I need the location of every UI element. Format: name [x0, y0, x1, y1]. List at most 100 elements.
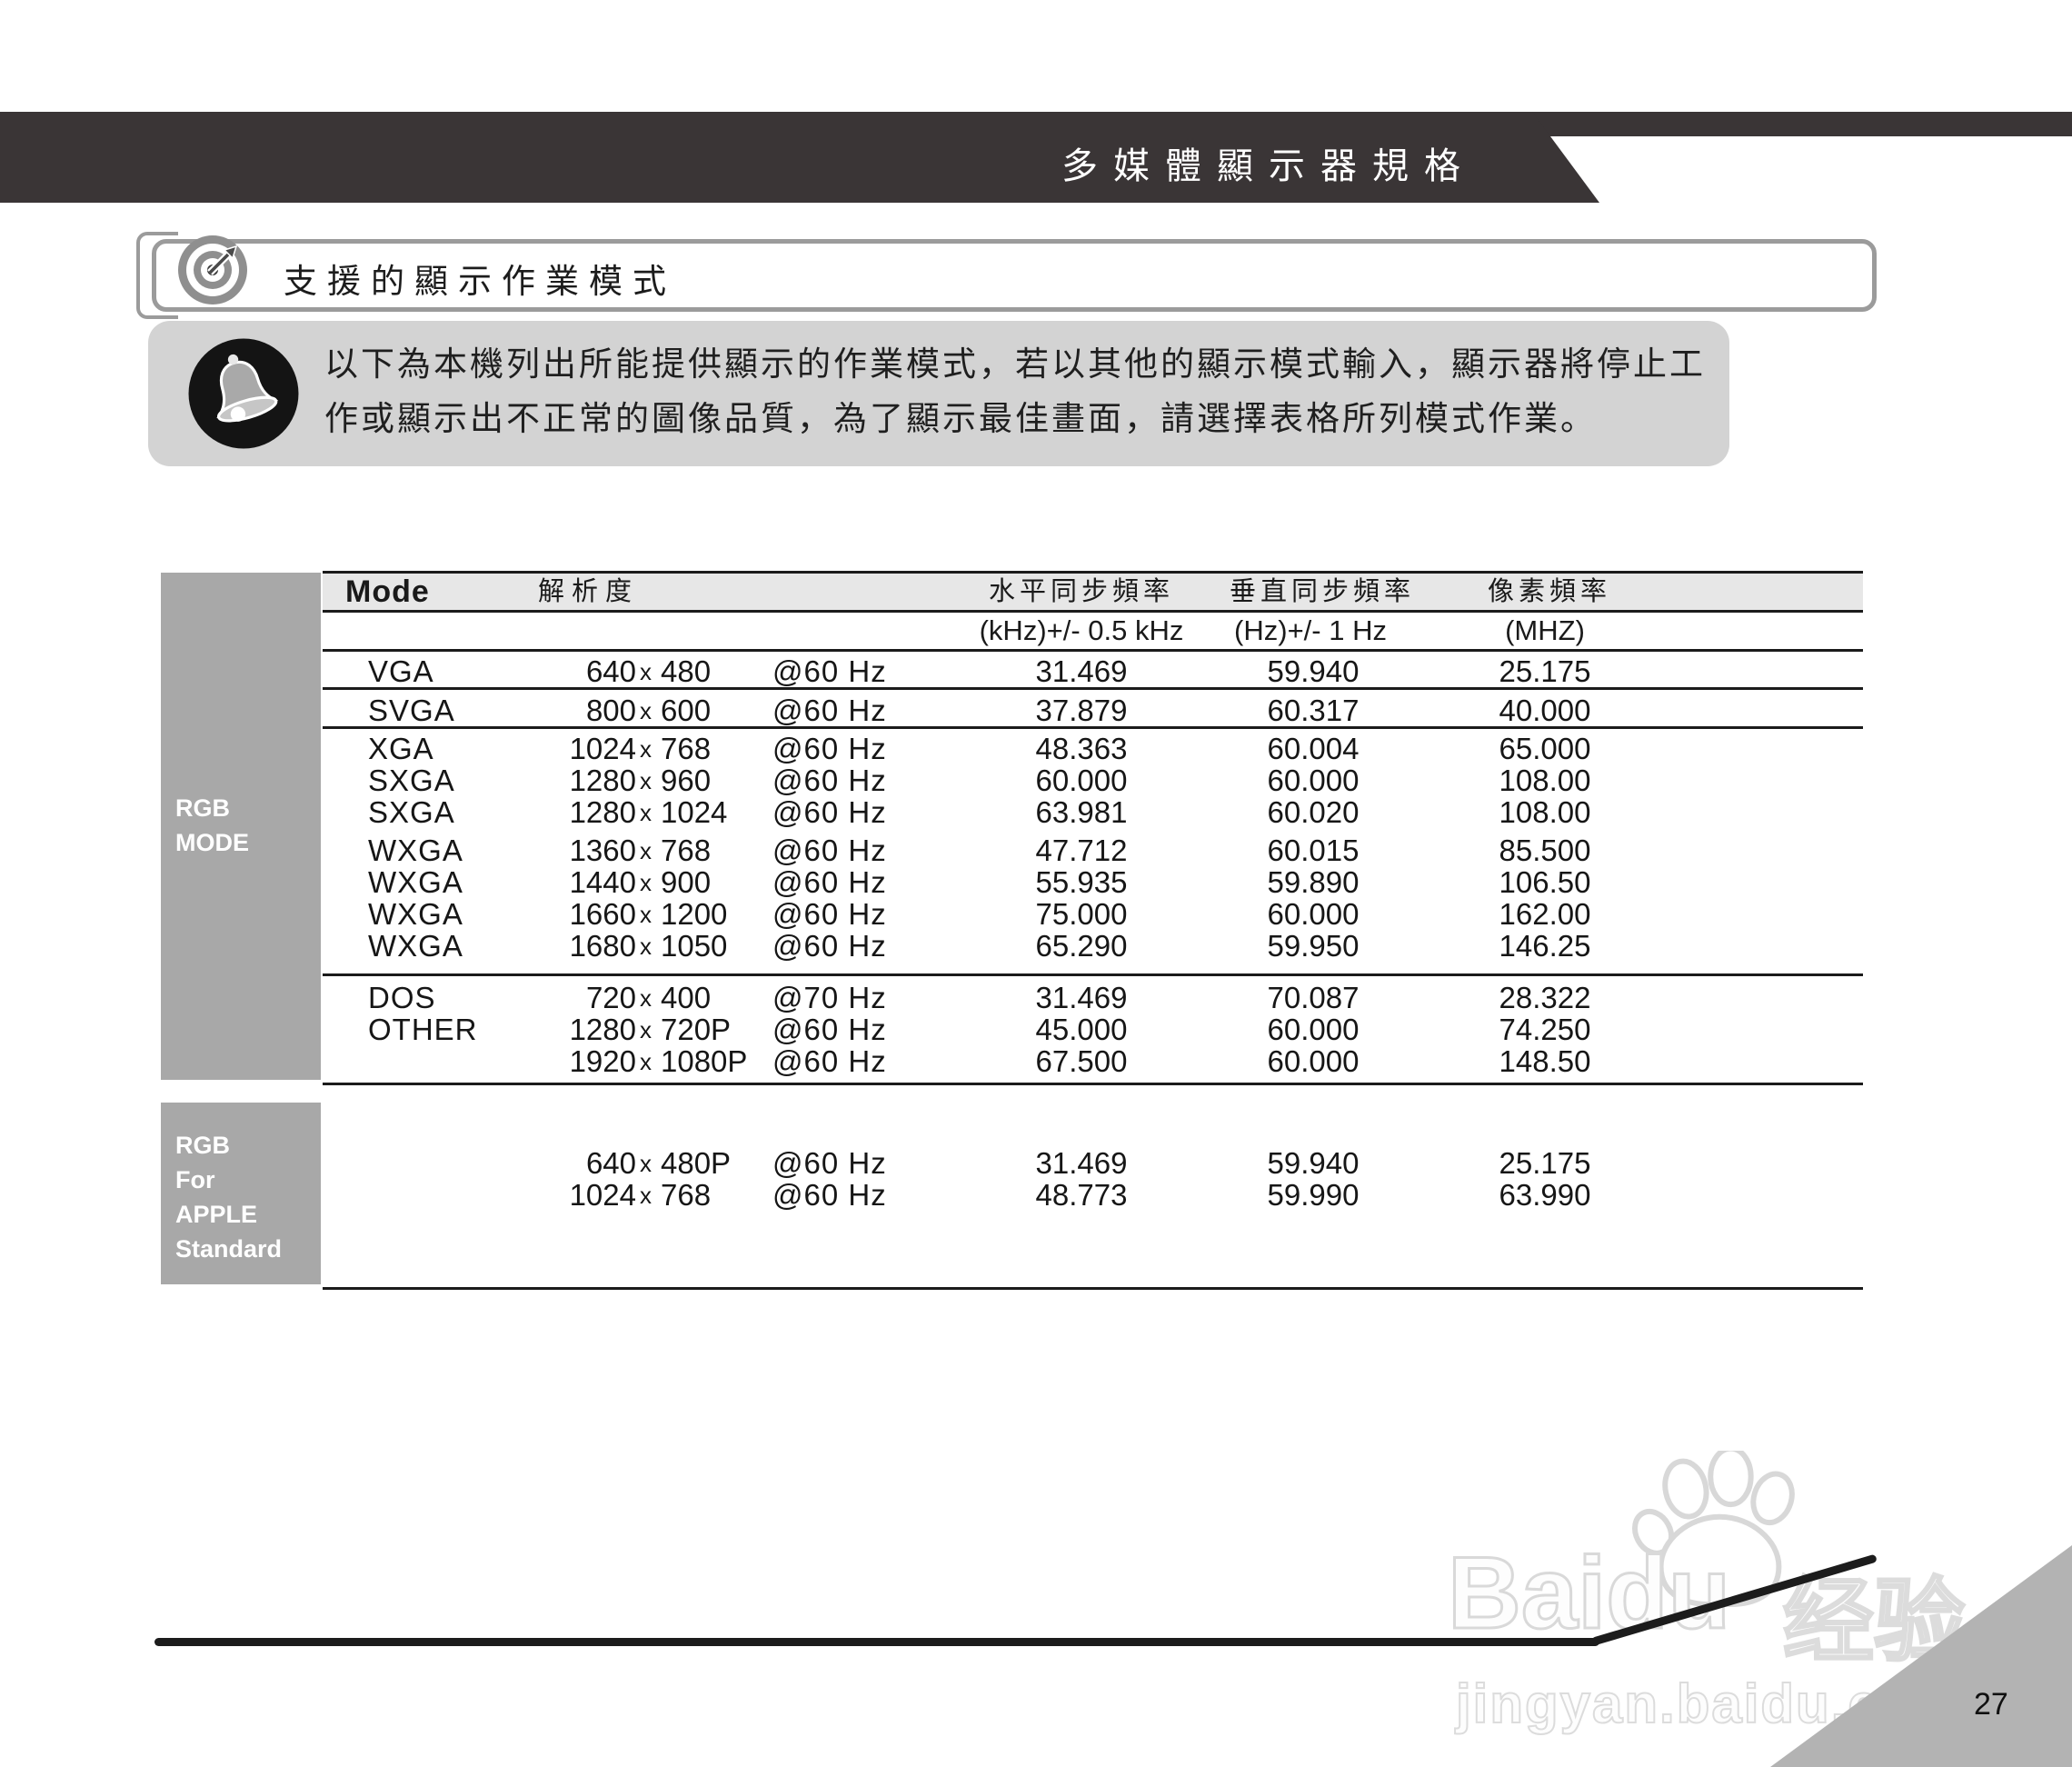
cell-hsync: 55.935 — [1035, 865, 1128, 899]
cell-vsync: 59.940 — [1267, 654, 1360, 688]
cell-hsync: 31.469 — [1035, 981, 1128, 1014]
cell-res-width: 640 — [585, 1146, 636, 1180]
table-header-row: Mode 解析度 水平同步頻率 垂直同步頻率 像素頻率 — [323, 573, 1863, 612]
cell-res-height: 600 — [661, 694, 712, 727]
res-x-separator: x — [640, 933, 652, 960]
cell-res-height: 960 — [661, 764, 712, 797]
cell-mode: DOS — [368, 981, 436, 1014]
cell-res-width: 1024 — [569, 732, 636, 765]
cell-res-height: 768 — [661, 732, 712, 765]
res-x-separator: x — [640, 984, 652, 1012]
cell-refresh-rate: @60 Hz — [772, 1044, 887, 1078]
cell-res-height: 900 — [661, 865, 712, 899]
note-text-line-2: 作或顯示出不正常的圖像品質，為了顯示最佳畫面，請選擇表格所列模式作業。 — [324, 400, 1597, 437]
cell-refresh-rate: @60 Hz — [772, 897, 887, 931]
section-title: 支援的顯示作業模式 — [284, 263, 676, 300]
cell-pixel-freq: 162.00 — [1499, 897, 1591, 931]
cell-res-width: 800 — [585, 694, 636, 727]
cell-hsync: 60.000 — [1035, 764, 1128, 797]
cell-hsync: 75.000 — [1035, 897, 1128, 931]
page-header-title: 多媒體顯示器規格 — [1061, 146, 1476, 186]
cell-mode: SVGA — [368, 694, 455, 727]
cell-res-width: 640 — [585, 654, 636, 688]
target-icon — [177, 235, 248, 305]
baidu-paw-icon — [1627, 1445, 1813, 1623]
cell-mode: XGA — [368, 732, 434, 765]
table-rule — [323, 649, 1863, 652]
cell-vsync: 60.004 — [1267, 732, 1360, 765]
cell-pixel-freq: 25.175 — [1499, 654, 1591, 688]
cell-vsync: 60.020 — [1267, 795, 1360, 829]
footer-line — [154, 1638, 1599, 1646]
res-x-separator: x — [640, 735, 652, 763]
col-header-hsync: 水平同步頻率 — [988, 577, 1174, 606]
cell-hsync: 63.981 — [1035, 795, 1128, 829]
cell-res-width: 1360 — [569, 834, 636, 867]
cell-mode: OTHER — [368, 1013, 478, 1046]
cell-hsync: 48.363 — [1035, 732, 1128, 765]
cell-res-height: 480P — [661, 1146, 732, 1180]
cell-res-width: 1660 — [569, 897, 636, 931]
table-units-row: (kHz)+/- 0.5 kHz (Hz)+/- 1 Hz (MHZ) — [323, 613, 1863, 649]
table-row: 1920 x 1080P @60 Hz 67.500 60.000 148.50 — [323, 1045, 1863, 1078]
unit-hsync: (kHz)+/- 0.5 kHz — [979, 614, 1184, 646]
table-row: WXGA 1660 x 1200 @60 Hz 75.000 60.000 16… — [323, 898, 1863, 931]
table-rule — [323, 1083, 1863, 1085]
cell-pixel-freq: 40.000 — [1499, 694, 1591, 727]
cell-hsync: 67.500 — [1035, 1044, 1128, 1078]
cell-vsync: 70.087 — [1267, 981, 1360, 1014]
cell-refresh-rate: @60 Hz — [772, 795, 887, 829]
cell-refresh-rate: @60 Hz — [772, 1146, 887, 1180]
cell-res-height: 1200 — [661, 897, 728, 931]
cell-pixel-freq: 65.000 — [1499, 732, 1591, 765]
cell-refresh-rate: @70 Hz — [772, 981, 887, 1014]
res-x-separator: x — [640, 658, 652, 685]
cell-res-height: 400 — [661, 981, 712, 1014]
unit-vsync: (Hz)+/- 1 Hz — [1234, 614, 1387, 646]
cell-mode: WXGA — [368, 834, 463, 867]
cell-hsync: 48.773 — [1035, 1178, 1128, 1212]
cell-hsync: 31.469 — [1035, 654, 1128, 688]
cell-pixel-freq: 146.25 — [1499, 929, 1591, 963]
cell-res-height: 480 — [661, 654, 712, 688]
res-x-separator: x — [640, 1016, 652, 1043]
cell-vsync: 60.000 — [1267, 1044, 1360, 1078]
table-row: XGA 1024 x 768 @60 Hz 48.363 60.004 65.0… — [323, 733, 1863, 765]
table-row: WXGA 1440 x 900 @60 Hz 55.935 59.890 106… — [323, 866, 1863, 899]
side-block-rgb-mode: RGB MODE — [161, 573, 321, 1080]
section-title-box — [152, 239, 1877, 312]
table-row: DOS 720 x 400 @70 Hz 31.469 70.087 28.32… — [323, 982, 1863, 1014]
cell-vsync: 60.000 — [1267, 897, 1360, 931]
cell-mode: WXGA — [368, 865, 463, 899]
cell-hsync: 65.290 — [1035, 929, 1128, 963]
cell-pixel-freq: 108.00 — [1499, 764, 1591, 797]
table-rule — [323, 726, 1863, 729]
col-header-resolution: 解析度 — [538, 577, 640, 606]
table-rule — [323, 973, 1863, 976]
cell-pixel-freq: 85.500 — [1499, 834, 1591, 867]
cell-mode: WXGA — [368, 897, 463, 931]
col-header-pixel: 像素頻率 — [1487, 577, 1611, 606]
cell-res-height: 1024 — [661, 795, 728, 829]
cell-pixel-freq: 148.50 — [1499, 1044, 1591, 1078]
cell-refresh-rate: @60 Hz — [772, 654, 887, 688]
table-row: WXGA 1680 x 1050 @60 Hz 65.290 59.950 14… — [323, 930, 1863, 963]
cell-vsync: 60.015 — [1267, 834, 1360, 867]
cell-vsync: 60.000 — [1267, 764, 1360, 797]
res-x-separator: x — [640, 1182, 652, 1209]
res-x-separator: x — [640, 697, 652, 724]
table-row: VGA 640 x 480 @60 Hz 31.469 59.940 25.17… — [323, 655, 1863, 688]
side-label-apple-standard: RGB For APPLE Standard — [175, 1132, 283, 1263]
cell-refresh-rate: @60 Hz — [772, 929, 887, 963]
res-x-separator: x — [640, 901, 652, 928]
cell-res-height: 768 — [661, 834, 712, 867]
note-text-line-1: 以下為本機列出所能提供顯示的作業模式，若以其他的顯示模式輸入，顯示器將停止工 — [324, 345, 1706, 383]
cell-refresh-rate: @60 Hz — [772, 1013, 887, 1046]
cell-res-width: 1280 — [569, 764, 636, 797]
cell-refresh-rate: @60 Hz — [772, 694, 887, 727]
side-block-apple-standard: RGB For APPLE Standard — [161, 1103, 321, 1284]
cell-res-width: 1280 — [569, 1013, 636, 1046]
cell-refresh-rate: @60 Hz — [772, 1178, 887, 1212]
cell-pixel-freq: 28.322 — [1499, 981, 1591, 1014]
res-x-separator: x — [640, 1150, 652, 1177]
